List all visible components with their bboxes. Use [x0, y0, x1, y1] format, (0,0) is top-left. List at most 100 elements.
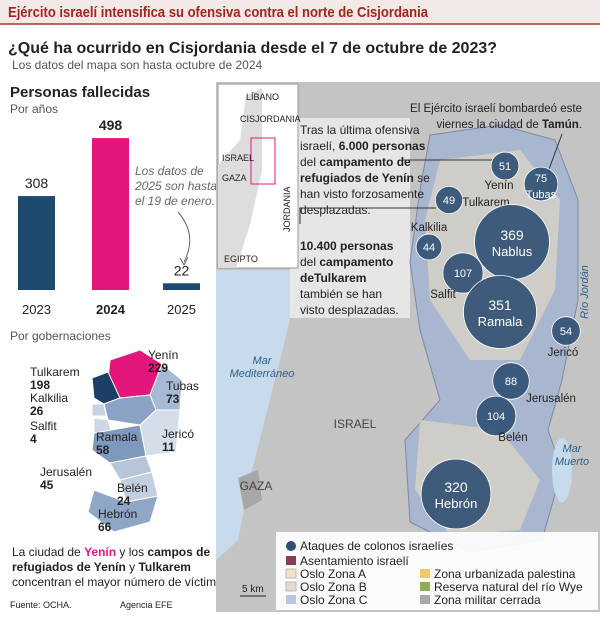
value-label: 308: [25, 175, 49, 191]
bubble-value: 75: [535, 173, 547, 185]
chart-subtitle: Por años: [10, 102, 58, 116]
region-jerico: [139, 409, 181, 457]
legend-swatch: [420, 595, 430, 604]
region-value: 229: [148, 361, 168, 375]
annotation-part: del: [300, 255, 319, 269]
note-part: Tulkarem: [138, 560, 190, 574]
bubble: [551, 316, 581, 346]
region-value: 26: [30, 404, 44, 418]
annotation-line: refugiados de Yenín se: [300, 171, 430, 185]
inset-label: LÍBANO: [246, 92, 279, 102]
bubble-name: Yenín: [485, 180, 514, 192]
region-value: 66: [98, 520, 112, 534]
legend-swatch: [420, 582, 430, 591]
annotation-arrowhead: [179, 256, 189, 267]
bubble: [475, 395, 517, 437]
note-part: y: [126, 560, 139, 574]
inset-frame: [250, 137, 276, 185]
governorate-map: [87, 349, 183, 533]
bubble: [442, 252, 484, 294]
annotation-line: israelí, 6.000 personas: [300, 139, 426, 153]
annotation-line: visto desplazadas.: [300, 303, 399, 317]
bubble: [434, 185, 464, 215]
annotation-line: del campamento de: [300, 155, 411, 169]
bar-annotation: Los datos de 2025 son hasta el 19 de ene…: [134, 164, 217, 208]
bubble-name: Nablus: [492, 244, 533, 259]
bubble: [492, 362, 530, 400]
value-label: 498: [99, 117, 123, 133]
bar-chart: 308 2023 498 2024 22 2025: [18, 117, 200, 317]
leader: [547, 133, 563, 173]
sea: [216, 270, 302, 560]
region-value: 198: [30, 378, 50, 392]
annotation-line: deTulkarem: [300, 271, 366, 285]
region-name: Ramala: [96, 430, 138, 444]
region-value: 45: [40, 478, 54, 492]
bubble-name: Belén: [498, 432, 527, 444]
legend-swatch: [286, 556, 296, 565]
annotation-bg: [290, 118, 410, 318]
annotation-line: 10.400 personas: [300, 239, 394, 253]
bubble-value: 51: [499, 161, 511, 173]
scale-label: 5 km: [242, 584, 264, 595]
region-name: Hebrón: [98, 507, 137, 521]
legend-label: Zona militar cerrada: [434, 593, 541, 607]
legend-label: Zona urbanizada palestina: [434, 567, 576, 581]
place-label: Mar: [563, 443, 583, 455]
subtitle: ¿Qué ha ocurrido en Cisjordania desde el…: [8, 40, 497, 57]
bubble-name: Tulkarem: [462, 197, 510, 209]
note: Los datos del mapa son hasta octubre de …: [12, 58, 263, 72]
title: Ejército israelí intensifica su ofensiva…: [8, 4, 429, 21]
note-part: refugiados de Yenín: [12, 560, 126, 574]
section-title: Por gobernaciones: [10, 329, 111, 343]
bubble: [490, 151, 520, 181]
x-tick-label: 2025: [167, 302, 196, 317]
region-value: 11: [162, 440, 175, 454]
place-label: GAZA: [240, 479, 273, 493]
region-name: Yenín: [148, 348, 178, 362]
region-kalkilia: [91, 403, 107, 417]
annotation-part: .: [579, 119, 582, 131]
x-tick-label: 2023: [22, 302, 51, 317]
legend-swatch: [286, 595, 296, 604]
bubble-value: 88: [505, 376, 517, 388]
x-tick-label: 2024: [96, 302, 126, 317]
annotation-yenin: Tras la última ofensiva israelí, 6.000 p…: [300, 123, 430, 217]
annotation-arrow: [177, 211, 191, 263]
note-part: La ciudad de: [12, 545, 84, 559]
inset-land: [218, 88, 262, 268]
bubble: [415, 233, 443, 261]
annotation-line: 2025 son hasta: [134, 179, 217, 193]
annotation-line: han visto forzosamente: [300, 187, 424, 201]
annotation-part: campamento: [319, 255, 393, 269]
region-value: 73: [166, 392, 180, 406]
inset-label: JORDANIA: [282, 186, 292, 232]
bubble-name: Jericó: [548, 347, 579, 359]
annotation-line: desplazadas.: [300, 203, 371, 217]
bubble-name: Salfit: [430, 289, 456, 301]
bubble-value: 351: [488, 297, 512, 313]
bubble: [463, 275, 537, 349]
bubble-name: Jerusalén: [526, 393, 576, 405]
region-name: Kalkilia: [30, 391, 68, 405]
annotation-line: El Ejército israelí bombardeó este: [410, 103, 582, 115]
region-name: Belén: [117, 481, 148, 495]
bubble-name: Hebrón: [435, 496, 478, 511]
bubble: [420, 458, 492, 530]
annotation-line: también se han: [300, 287, 382, 301]
annotation-line: el 19 de enero.: [135, 194, 215, 208]
region-value: 24: [117, 494, 131, 508]
annotation-part: Tamún: [542, 119, 579, 131]
place-label: Río Jordán: [579, 265, 591, 319]
note-line: concentran el mayor número de víctimas.: [12, 575, 232, 589]
bubble-value: 54: [560, 326, 572, 338]
region-name: Jericó: [162, 427, 194, 441]
legend-swatch: [286, 541, 296, 551]
annotation-tulkarem: 10.400 personas del campamento deTulkare…: [300, 239, 399, 317]
inset-label: EGIPTO: [224, 254, 258, 264]
bubble-value: 369: [500, 227, 524, 243]
legend-label: Oslo Zona C: [300, 593, 368, 607]
bubbles: 51 Yenín 75 Tubas 49 Tulkarem 44 Kalkilia 369Nab…: [411, 151, 581, 530]
